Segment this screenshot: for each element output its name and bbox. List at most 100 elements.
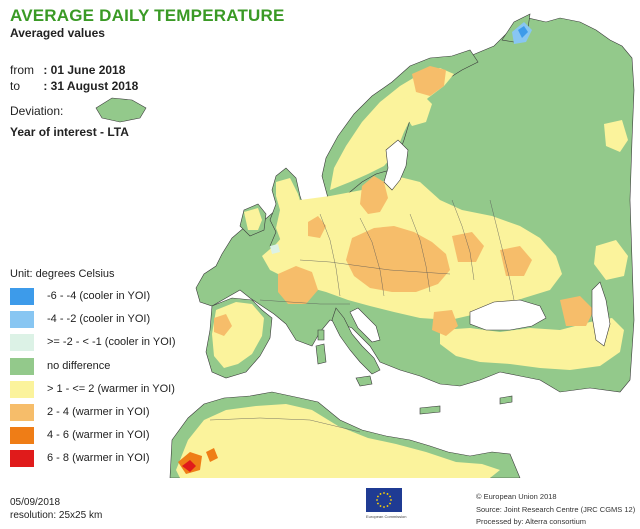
legend-swatch — [10, 334, 34, 352]
border-line — [209, 417, 361, 433]
patch — [440, 318, 624, 370]
warmer-1-2-patches — [176, 68, 628, 478]
patch — [244, 208, 262, 230]
legend-label: 6 - 8 (warmer in YOI) — [47, 452, 150, 465]
patch — [560, 296, 594, 326]
eu-star — [390, 499, 392, 501]
italy-region — [331, 307, 381, 375]
eu-flag-icon — [366, 488, 402, 512]
eu-star — [376, 499, 378, 501]
iceland-region — [95, 97, 147, 123]
crete-region — [419, 405, 441, 415]
deviation-value: Year of interest - LTA — [10, 125, 129, 139]
footer-source: Source: Joint Research Centre (JRC CGMS … — [476, 505, 636, 514]
patch — [432, 310, 458, 336]
border-line — [359, 217, 385, 297]
border-line — [489, 199, 515, 301]
legend-swatch — [10, 311, 34, 329]
legend-label: > 1 - <= 2 (warmer in YOI) — [47, 382, 175, 395]
border-line — [451, 199, 475, 281]
period-from-value: : 01 June 2018 — [43, 63, 126, 77]
legend-swatch — [10, 450, 34, 468]
legend-swatch — [10, 403, 34, 421]
eu-star — [377, 502, 379, 505]
eu-star — [383, 492, 385, 494]
patch — [400, 92, 432, 126]
sicily-region — [355, 375, 373, 387]
legend-label: 4 - 6 (warmer in YOI) — [47, 429, 150, 442]
patch — [412, 66, 446, 96]
black-sea — [469, 299, 547, 331]
period-from-label: from — [10, 63, 34, 77]
patch — [214, 314, 232, 336]
footer-resolution: resolution: 25x25 km — [10, 510, 103, 521]
legend-item: 6 - 8 (warmer in YOI) — [10, 450, 150, 473]
legend-swatch — [10, 380, 34, 398]
patch — [276, 178, 306, 244]
legend-item: no difference — [10, 357, 115, 381]
map-title: AVERAGE DAILY TEMPERATURE — [10, 6, 285, 25]
legend-label: no difference — [47, 359, 111, 372]
eu-star — [389, 495, 391, 498]
patch — [604, 120, 628, 152]
novaya-zemlya-region — [501, 13, 531, 43]
legend-item: 2 - 4 (warmer in YOI) — [10, 403, 150, 427]
legend-item: -4 - -2 (cooler in YOI) — [10, 311, 150, 334]
border-line — [259, 299, 350, 305]
legend-item: -6 - -4 (cooler in YOI) — [10, 288, 150, 311]
legend-items: -6 - -4 (cooler in YOI) -4 - -2 (cooler i… — [10, 288, 176, 474]
water-bodies — [349, 139, 611, 347]
patch — [206, 448, 218, 462]
footer-date: 05/09/2018 — [10, 497, 61, 508]
legend-swatch — [10, 427, 34, 445]
period-to-row: to : 31 August 2018 — [10, 79, 138, 93]
patch — [308, 216, 326, 238]
patch — [500, 246, 532, 276]
period-from-row: from : 01 June 2018 — [10, 63, 125, 77]
footer-copyright: © European Union 2018 — [476, 492, 557, 501]
patch — [594, 240, 628, 280]
legend-item: 4 - 6 (warmer in YOI) — [10, 427, 150, 450]
patch — [176, 404, 500, 478]
warmer-6-8-patches — [182, 460, 196, 472]
logo-caption: European Commission — [366, 514, 407, 519]
patch — [182, 460, 196, 472]
patch — [270, 244, 280, 254]
legend-label: -6 - -4 (cooler in YOI) — [47, 290, 151, 302]
patch — [518, 26, 528, 38]
border-line — [299, 259, 451, 275]
european-commission-logo — [366, 488, 402, 512]
cyprus-region — [499, 395, 513, 405]
eu-star — [386, 505, 389, 507]
legend: Unit: degrees Celsius -6 - -4 (cooler in… — [10, 268, 176, 474]
patch — [452, 232, 484, 262]
adriatic-sea — [349, 307, 381, 343]
eu-star — [383, 506, 385, 508]
map-subtitle: Averaged values — [10, 26, 105, 40]
legend-label: 2 - 4 (warmer in YOI) — [47, 405, 150, 418]
legend-label: >= -2 - < -1 (cooler in YOI) — [47, 336, 176, 349]
footer-processed: Processed by: Alterra consortium — [476, 517, 587, 526]
baltic-sea — [383, 139, 409, 191]
europe-temperature-map — [95, 13, 635, 478]
caspian-sea — [591, 281, 611, 347]
border-line — [319, 213, 341, 297]
eu-star — [386, 493, 389, 495]
legend-item: >= -2 - < -1 (cooler in YOI) — [10, 334, 176, 357]
corsica-region — [317, 329, 325, 341]
eu-star — [379, 493, 382, 495]
legend-label: -4 - -2 (cooler in YOI) — [47, 313, 151, 326]
legend-swatch — [10, 357, 34, 375]
patch — [278, 266, 318, 304]
patch — [360, 176, 388, 214]
country-borders — [209, 199, 515, 433]
legend-item: > 1 - <= 2 (warmer in YOI) — [10, 380, 175, 404]
legend-swatch — [10, 288, 34, 305]
deviation-label: Deviation: — [10, 104, 64, 118]
period-to-value: : 31 August 2018 — [43, 79, 139, 93]
sardinia-region — [315, 343, 327, 365]
period-to-label: to — [10, 79, 21, 93]
eu-star — [379, 505, 382, 507]
eu-star — [389, 502, 391, 505]
